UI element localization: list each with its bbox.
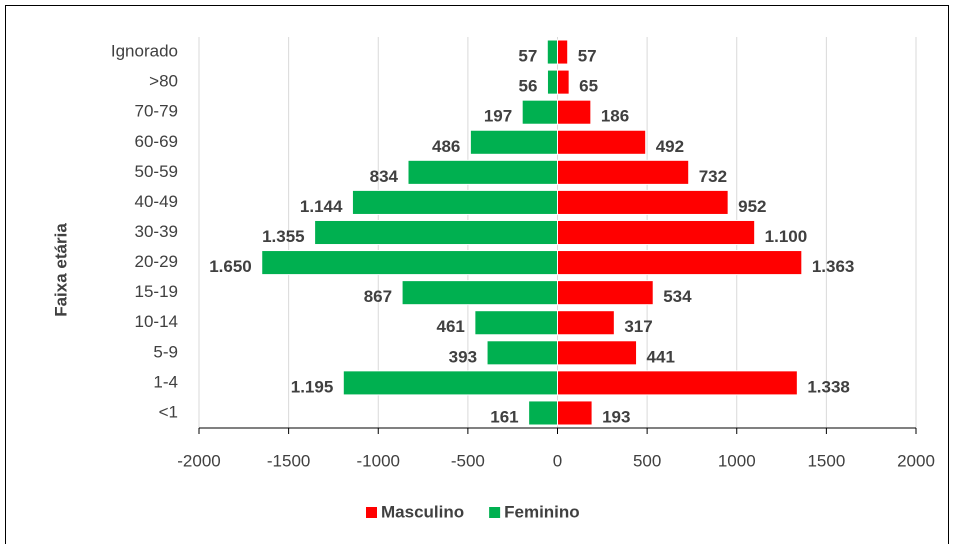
y-tick-label: 30-39 — [135, 222, 178, 241]
data-label: 1.144 — [300, 197, 343, 216]
data-label: 732 — [699, 167, 727, 186]
legend-swatch — [489, 507, 501, 518]
data-label: 492 — [656, 137, 684, 156]
data-label: 1.355 — [262, 227, 305, 246]
data-label: 65 — [579, 77, 598, 96]
y-tick-label: 70-79 — [135, 102, 178, 121]
x-tick-label: 500 — [633, 451, 661, 470]
y-tick-label: >80 — [149, 72, 178, 91]
y-tick-label: 15-19 — [135, 282, 178, 301]
legend-swatch — [366, 507, 377, 518]
bar — [401, 280, 558, 306]
bar — [557, 400, 593, 426]
bar — [342, 370, 559, 396]
bar — [557, 340, 638, 366]
bar — [546, 69, 558, 95]
data-label: 57 — [518, 47, 537, 66]
bar — [557, 69, 570, 95]
data-label: 393 — [449, 347, 477, 366]
data-label: 952 — [738, 197, 766, 216]
bar — [557, 39, 569, 65]
legend-label: Feminino — [504, 502, 580, 521]
bar — [521, 99, 558, 125]
data-label: 461 — [436, 317, 464, 336]
data-label: 197 — [484, 107, 512, 126]
data-label: 1.363 — [812, 257, 855, 276]
bar — [557, 370, 798, 396]
bar — [557, 310, 615, 336]
frame — [5, 5, 949, 544]
data-label: 834 — [370, 167, 399, 186]
data-label: 161 — [490, 407, 518, 426]
data-label: 441 — [647, 347, 675, 366]
bar — [351, 189, 558, 215]
bar — [557, 189, 729, 215]
data-label: 193 — [602, 407, 630, 426]
bar — [557, 129, 647, 155]
data-label: 1.100 — [765, 227, 808, 246]
bar — [528, 400, 558, 426]
x-tick-label: 2000 — [897, 451, 935, 470]
data-label: 317 — [624, 317, 652, 336]
bar — [474, 310, 558, 336]
y-tick-label: 50-59 — [135, 162, 178, 181]
bar — [557, 219, 756, 246]
bar — [314, 219, 558, 246]
y-tick-label: 20-29 — [135, 252, 178, 271]
bar — [557, 99, 592, 125]
bar — [469, 129, 558, 155]
bar — [261, 250, 558, 276]
x-tick-label: -1500 — [267, 451, 310, 470]
y-tick-label: Ignorado — [111, 42, 178, 61]
bar — [486, 340, 558, 366]
bar — [557, 280, 654, 306]
x-tick-label: -1000 — [357, 451, 400, 470]
data-label: 1.650 — [209, 257, 252, 276]
data-label: 1.338 — [807, 377, 850, 396]
data-label: 1.195 — [291, 377, 334, 396]
x-tick-label: 1000 — [718, 451, 756, 470]
y-tick-label: 5-9 — [153, 342, 178, 361]
x-tick-label: -500 — [451, 451, 485, 470]
x-tick-label: 1500 — [807, 451, 845, 470]
legend-label: Masculino — [381, 502, 464, 521]
y-tick-label: 10-14 — [135, 312, 178, 331]
x-tick-label: -2000 — [177, 451, 220, 470]
data-label: 186 — [601, 107, 629, 126]
x-tick-label: 0 — [553, 451, 562, 470]
data-label: 486 — [432, 137, 460, 156]
y-axis-title: Faixa etária — [51, 223, 70, 317]
data-label: 867 — [364, 287, 392, 306]
bar — [557, 159, 690, 185]
y-tick-label: 60-69 — [135, 132, 178, 151]
y-tick-label: 40-49 — [135, 192, 178, 211]
y-tick-label: <1 — [159, 402, 178, 421]
data-label: 57 — [578, 47, 597, 66]
data-label: 534 — [663, 287, 692, 306]
bar — [557, 250, 803, 276]
data-label: 56 — [519, 77, 538, 96]
y-tick-label: 1-4 — [153, 372, 178, 391]
bar — [407, 159, 558, 185]
bar — [546, 39, 559, 65]
